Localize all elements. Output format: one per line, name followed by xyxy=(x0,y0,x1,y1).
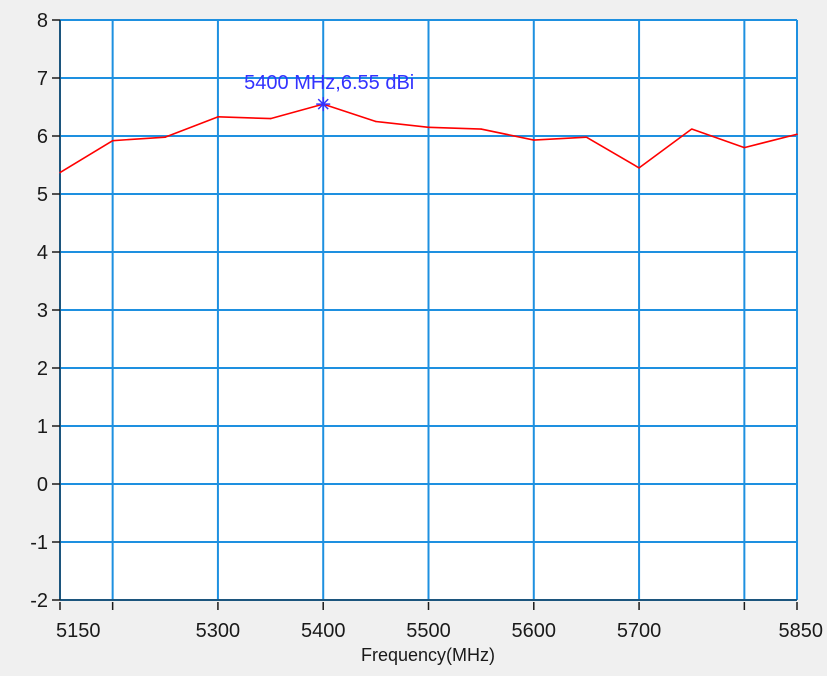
data-point xyxy=(638,167,640,169)
series-segment xyxy=(270,103,324,120)
series-segment xyxy=(533,136,587,141)
data-point xyxy=(269,117,272,120)
y-tick-label: 2 xyxy=(37,358,48,380)
series-segment xyxy=(586,136,640,169)
x-tick-label: 5700 xyxy=(617,620,662,642)
data-point xyxy=(164,136,167,138)
data-point xyxy=(690,128,693,130)
y-tick-label: 1 xyxy=(37,416,48,438)
y-tick-label: 4 xyxy=(37,242,48,264)
y-tick-label: 8 xyxy=(37,10,48,32)
data-point xyxy=(532,139,535,141)
x-tick-label: 5850 xyxy=(779,620,824,642)
data-point xyxy=(375,120,377,123)
y-tick-label: 5 xyxy=(37,184,48,206)
data-point xyxy=(796,133,798,136)
series-segment xyxy=(322,103,377,123)
y-tick-label: -2 xyxy=(30,590,48,612)
x-tick-label: 5500 xyxy=(406,620,451,642)
axis-layer: 5150 5300 5400 5500 5600 5700 5850 -2 -1 0 1 2 3 4 5 6 7… xyxy=(30,10,823,642)
series-segment xyxy=(375,120,429,129)
x-tick-label: 5600 xyxy=(512,620,557,642)
y-tick-label: 7 xyxy=(37,68,48,90)
x-tick-label: 5400 xyxy=(301,620,346,642)
peak-marker xyxy=(316,97,331,112)
data-point xyxy=(480,128,482,130)
y-tick-label: 3 xyxy=(37,300,48,322)
data-point xyxy=(585,136,588,138)
annotation-layer: 5400 MHz,6.55 dBi xyxy=(244,72,414,112)
series-segment xyxy=(217,116,271,120)
y-tick-label: 0 xyxy=(37,474,48,496)
data-point xyxy=(427,126,430,129)
peak-annotation-label: 5400 MHz,6.55 dBi xyxy=(244,72,414,94)
data-point xyxy=(59,171,61,174)
data-point xyxy=(217,116,219,118)
series-segment xyxy=(59,139,114,174)
y-tick-label: -1 xyxy=(30,532,48,554)
series-segment xyxy=(164,116,219,138)
x-tick-label: 5300 xyxy=(196,620,241,642)
series-segment xyxy=(744,133,798,149)
data-point xyxy=(743,146,746,149)
x-tick-label: 5150 xyxy=(56,620,101,642)
series-segment xyxy=(691,128,745,149)
series-segment xyxy=(638,128,693,169)
data-point xyxy=(111,139,114,142)
series-segment xyxy=(480,128,534,141)
series-segment xyxy=(428,126,482,130)
series-layer xyxy=(59,103,798,174)
peak-marker-stroke xyxy=(317,98,329,110)
y-tick-label: 6 xyxy=(37,126,48,148)
series-segment xyxy=(112,136,166,142)
x-axis-label: Frequency(MHz) xyxy=(361,645,495,665)
